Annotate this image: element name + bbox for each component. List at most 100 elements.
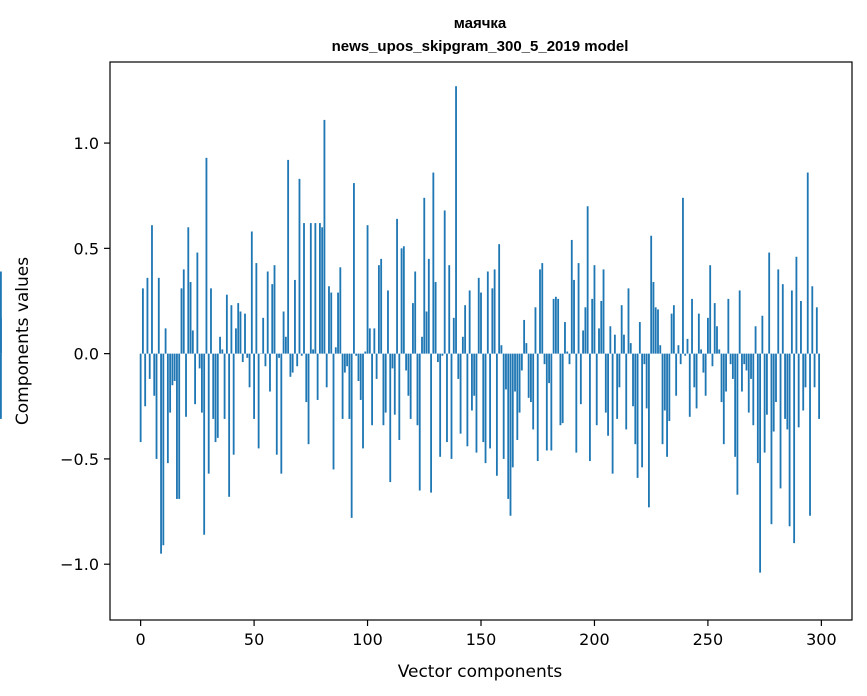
- bar-64: [284, 336, 287, 354]
- bar-232: [666, 353, 668, 457]
- bar-6: [153, 353, 156, 396]
- bar-249: [704, 353, 707, 396]
- y-tick-label: −1.0: [60, 555, 99, 574]
- bar-107: [382, 353, 385, 426]
- bar-38: [225, 294, 228, 354]
- bar-40: [230, 305, 233, 354]
- bar-286: [788, 353, 791, 527]
- bar-113: [396, 218, 398, 354]
- bar-104: [375, 353, 378, 379]
- bar-26: [198, 353, 201, 369]
- bar-118: [407, 353, 410, 396]
- bar-105: [377, 265, 380, 354]
- bar-20: [185, 353, 187, 417]
- bar-27: [200, 353, 203, 413]
- bar-252: [711, 353, 714, 367]
- bar-77: [314, 223, 317, 354]
- bar-190: [570, 239, 573, 354]
- bar-8: [157, 277, 160, 354]
- bar-137: [450, 353, 453, 459]
- bar-73: [305, 353, 308, 403]
- bar-102: [371, 353, 373, 426]
- bar-95: [355, 353, 358, 356]
- bar-216: [629, 343, 632, 354]
- bar-91: [346, 353, 349, 367]
- x-tick-label: 0: [136, 630, 146, 649]
- bar-54: [262, 317, 265, 354]
- bar-100: [366, 225, 369, 354]
- bar-134: [443, 210, 446, 354]
- bar-247: [700, 349, 703, 354]
- bar-297: [813, 353, 816, 388]
- bar-164: [511, 353, 514, 468]
- bar-269: [750, 353, 752, 379]
- bar-108: [384, 353, 387, 413]
- bar-298: [815, 307, 818, 354]
- bar-98: [362, 353, 364, 449]
- bar-178: [543, 353, 546, 365]
- bar-161: [505, 353, 507, 390]
- bar-49: [250, 231, 253, 354]
- bar-265: [741, 353, 743, 392]
- bar-7: [155, 353, 158, 459]
- bar-294: [806, 172, 809, 354]
- bar-96: [357, 353, 360, 381]
- bar-57: [269, 353, 271, 392]
- bar-127: [427, 258, 430, 354]
- bar-undefined: [0, 353, 2, 419]
- bar-130: [434, 282, 437, 354]
- bar-282: [779, 353, 782, 489]
- bar-220: [638, 322, 641, 354]
- bar-191: [573, 279, 575, 354]
- bar-36: [221, 349, 224, 354]
- bar-271: [754, 326, 757, 354]
- bar-214: [625, 353, 628, 430]
- bar-180: [548, 353, 550, 384]
- bar-278: [770, 353, 773, 525]
- bar-175: [536, 353, 539, 462]
- bar-74: [307, 353, 310, 445]
- bar-2: [144, 353, 147, 407]
- bar-253: [713, 303, 716, 354]
- bar-276: [766, 353, 768, 415]
- bar-281: [777, 269, 780, 354]
- bar-1: [141, 288, 144, 354]
- bar-25: [196, 252, 199, 354]
- bar-125: [423, 197, 426, 354]
- bar-254: [716, 326, 718, 354]
- bar-31: [210, 288, 212, 354]
- bar-146: [471, 353, 473, 411]
- bar-237: [677, 345, 680, 354]
- bar-21: [187, 227, 190, 354]
- bar-226: [652, 282, 655, 354]
- bar-86: [334, 347, 337, 354]
- bar-163: [509, 353, 512, 516]
- bar-68: [294, 279, 296, 354]
- bar-61: [278, 353, 280, 358]
- bar-109: [387, 290, 389, 354]
- bar-215: [627, 288, 630, 354]
- bar-156: [493, 269, 496, 354]
- bar-69: [296, 353, 299, 367]
- bar-70: [298, 178, 301, 354]
- bar-12: [166, 353, 169, 464]
- bar-128: [430, 353, 432, 493]
- bar-111: [391, 353, 394, 369]
- bar-50: [253, 353, 255, 419]
- x-tick-label: 300: [806, 630, 837, 649]
- bar-213: [623, 334, 625, 354]
- x-tick-label: 150: [466, 630, 497, 649]
- bar-234: [670, 313, 673, 354]
- bar-9: [160, 353, 162, 554]
- bar-37: [223, 353, 226, 419]
- bar-238: [679, 353, 682, 365]
- bar-211: [618, 353, 621, 388]
- bar-115: [400, 248, 403, 354]
- bar-182: [552, 298, 555, 354]
- bar-242: [688, 353, 691, 417]
- bar-293: [804, 353, 807, 388]
- bar-129: [432, 172, 435, 354]
- bar-62: [280, 353, 283, 474]
- bar-85: [332, 353, 335, 470]
